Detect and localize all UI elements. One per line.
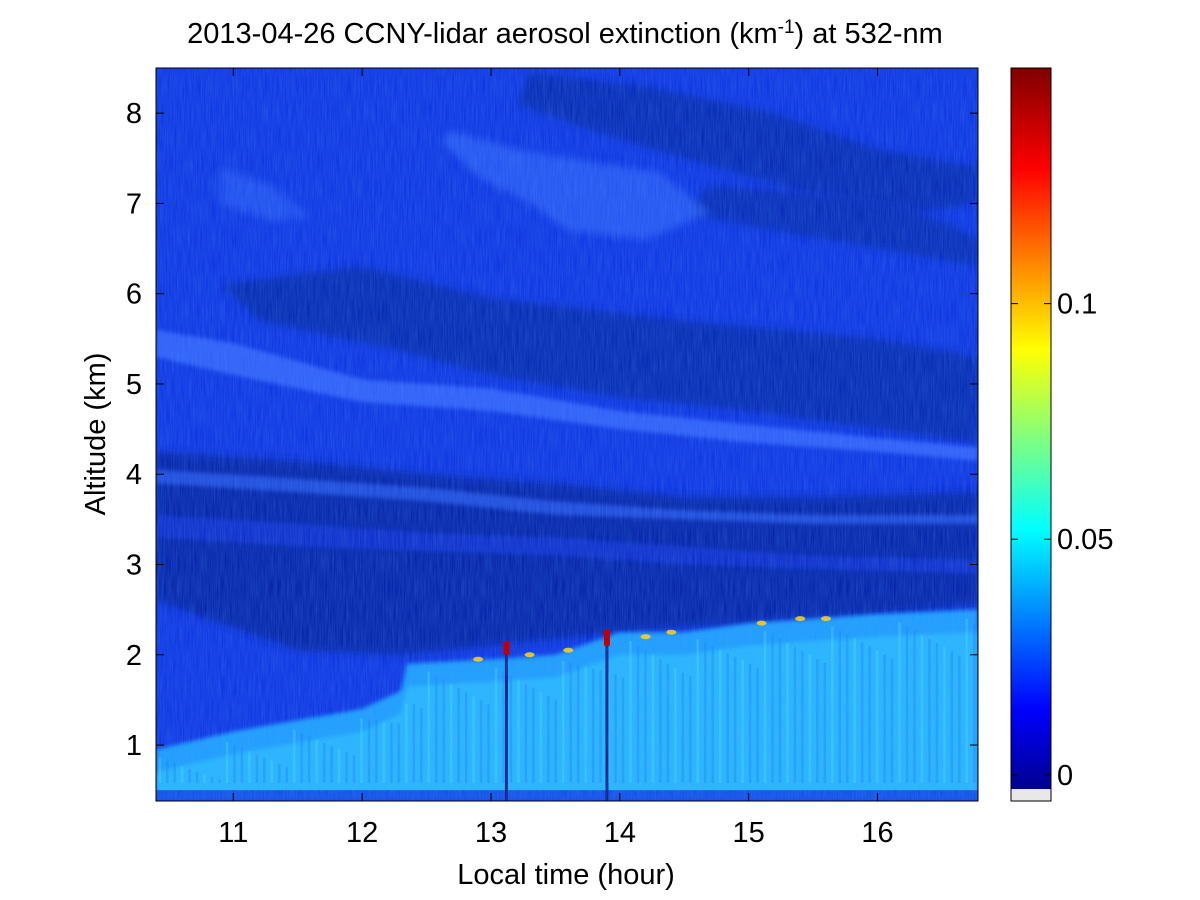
x-axis-label: Local time (hour) <box>457 859 675 891</box>
y-tick-label: 8 <box>126 98 142 130</box>
title-end: ) at 532-nm <box>795 18 943 50</box>
colorbar-tick-label: 0.05 <box>1057 524 1113 556</box>
heatmap-spikes <box>473 616 831 662</box>
colorbar-axis: 0 0.05 0.1 <box>1011 289 1113 792</box>
cloud-top-speckle <box>640 634 651 640</box>
y-tick-label: 7 <box>126 188 142 220</box>
cloud-top-speckle <box>795 616 806 622</box>
x-tick-label: 11 <box>218 817 248 849</box>
cloud-top-speckle <box>756 620 767 626</box>
y-tick-label: 3 <box>126 549 142 581</box>
x-tick-label: 13 <box>475 817 507 849</box>
y-tick-label: 6 <box>126 279 142 311</box>
cloud-top-speckle <box>473 656 484 662</box>
plot-frame <box>155 67 979 802</box>
x-tick-label: 15 <box>733 817 765 849</box>
chart-title: 2013-04-26 CCNY-lidar aerosol extinction… <box>187 17 943 51</box>
x-tick-label: 14 <box>604 817 636 849</box>
title-superscript: -1 <box>778 17 795 38</box>
high-extinction-spike <box>503 641 510 655</box>
cloud-top-speckle <box>666 629 677 635</box>
y-tick-label: 2 <box>126 640 142 672</box>
heatmap-texture <box>156 68 978 801</box>
y-tick-label: 1 <box>126 730 142 762</box>
y-axis: 1 2 3 4 5 6 7 8 <box>126 98 978 762</box>
heatmap-plot-area <box>156 68 978 801</box>
x-tick-label: 16 <box>861 817 893 849</box>
colorbar-gradient <box>1011 68 1051 789</box>
title-main: 2013-04-26 CCNY-lidar aerosol extinction… <box>187 18 777 50</box>
colorbar-bottom-swatch <box>1011 789 1051 801</box>
y-axis-label: Altitude (km) <box>80 353 112 516</box>
x-tick-label: 12 <box>346 817 378 849</box>
y-tick-label: 5 <box>126 369 142 401</box>
cloud-top-speckle <box>820 616 831 622</box>
y-tick-label: 4 <box>126 459 142 491</box>
colorbar-tick-label: 0.1 <box>1057 289 1097 321</box>
cloud-top-speckle <box>524 652 535 658</box>
cloud-top-speckle <box>563 647 574 653</box>
x-axis: 11 12 13 14 15 16 <box>218 68 894 849</box>
colorbar-frame <box>1010 67 1052 802</box>
colorbar-tick-label: 0 <box>1057 760 1073 792</box>
high-extinction-spike <box>603 629 610 646</box>
